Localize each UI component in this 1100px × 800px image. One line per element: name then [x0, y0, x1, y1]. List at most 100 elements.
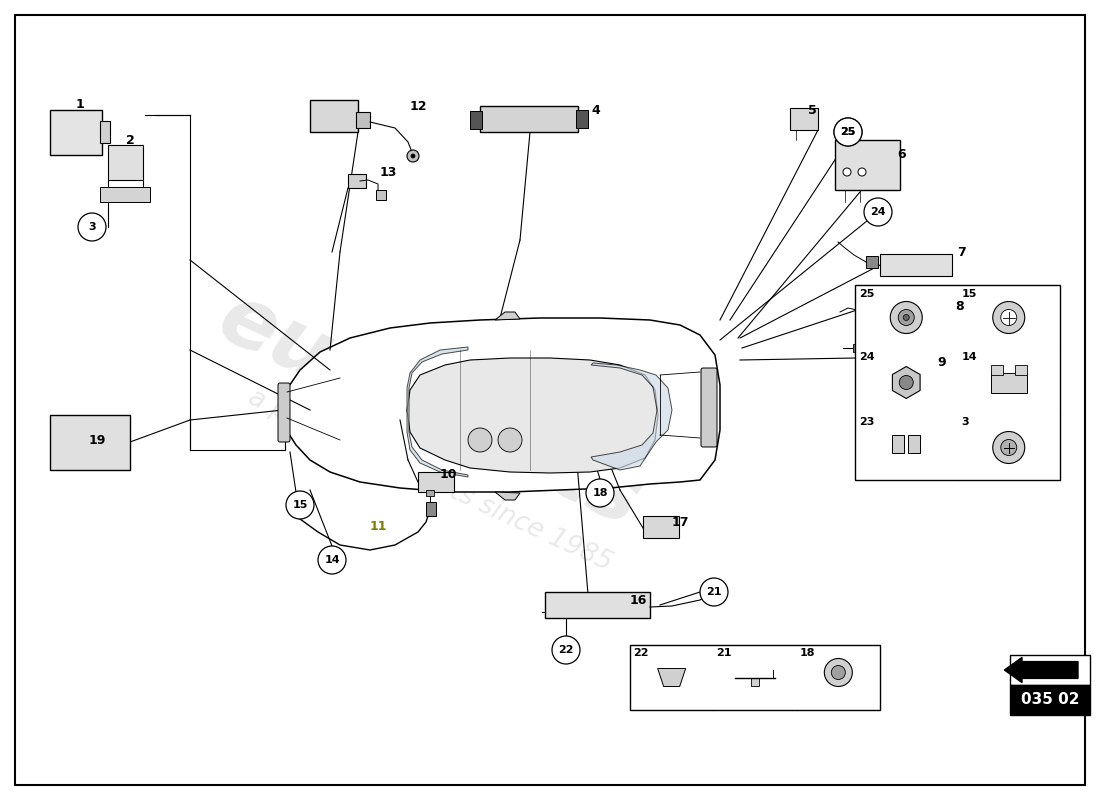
Bar: [835, 140, 900, 190]
Circle shape: [1001, 310, 1016, 326]
Bar: [356, 112, 370, 128]
Text: 13: 13: [379, 166, 397, 179]
Bar: [852, 344, 861, 352]
Text: 2: 2: [125, 134, 134, 146]
Polygon shape: [407, 347, 468, 477]
Text: 9: 9: [937, 357, 946, 370]
Circle shape: [890, 302, 922, 334]
Text: 25: 25: [840, 127, 856, 137]
Circle shape: [992, 431, 1025, 463]
Polygon shape: [495, 312, 520, 320]
Circle shape: [832, 666, 845, 679]
Text: 6: 6: [898, 149, 906, 162]
Bar: [1010, 685, 1090, 715]
Bar: [644, 516, 679, 538]
Text: 25: 25: [840, 127, 856, 137]
Text: 7: 7: [958, 246, 967, 259]
Text: 18: 18: [800, 648, 815, 658]
Circle shape: [552, 636, 580, 664]
Circle shape: [586, 479, 614, 507]
Bar: [880, 254, 952, 276]
Text: 10: 10: [439, 469, 456, 482]
Text: 3: 3: [88, 222, 96, 232]
Circle shape: [468, 428, 492, 452]
Bar: [426, 490, 434, 496]
Text: 14: 14: [961, 352, 977, 362]
Bar: [426, 502, 436, 516]
Circle shape: [407, 150, 419, 162]
Bar: [480, 106, 578, 132]
Bar: [108, 145, 143, 180]
Bar: [857, 304, 865, 316]
Bar: [100, 121, 110, 143]
Bar: [866, 256, 878, 268]
Circle shape: [858, 168, 866, 176]
Text: 24: 24: [870, 207, 886, 217]
Text: 8: 8: [956, 299, 965, 313]
Text: 25: 25: [859, 289, 874, 299]
Circle shape: [900, 375, 913, 390]
Bar: [751, 678, 759, 686]
Bar: [909, 434, 921, 453]
Text: 17: 17: [671, 515, 689, 529]
Polygon shape: [407, 358, 658, 473]
Circle shape: [78, 213, 106, 241]
Bar: [50, 110, 102, 155]
Text: a passion for parts since 1985: a passion for parts since 1985: [244, 384, 616, 576]
Bar: [310, 100, 358, 132]
Circle shape: [700, 578, 728, 606]
Circle shape: [1001, 439, 1016, 455]
Circle shape: [824, 658, 852, 686]
Text: 14: 14: [324, 555, 340, 565]
Circle shape: [992, 302, 1025, 334]
Circle shape: [318, 546, 346, 574]
Bar: [991, 365, 1003, 374]
Circle shape: [834, 118, 862, 146]
Circle shape: [864, 198, 892, 226]
Text: 3: 3: [961, 417, 969, 427]
Circle shape: [899, 310, 914, 326]
Bar: [544, 592, 650, 618]
Bar: [892, 434, 904, 453]
Bar: [576, 110, 588, 128]
Bar: [855, 285, 1060, 480]
Bar: [50, 415, 130, 470]
Text: 5: 5: [807, 103, 816, 117]
Polygon shape: [591, 363, 672, 470]
Text: 15: 15: [293, 500, 308, 510]
Bar: [348, 174, 366, 188]
Bar: [790, 108, 818, 130]
Bar: [1014, 365, 1026, 374]
Text: 24: 24: [859, 352, 874, 362]
Bar: [630, 645, 880, 710]
Text: 21: 21: [716, 648, 732, 658]
Circle shape: [843, 168, 851, 176]
Text: 035 02: 035 02: [1021, 693, 1079, 707]
Bar: [376, 190, 386, 200]
Text: 22: 22: [632, 648, 649, 658]
Text: 23: 23: [859, 417, 874, 427]
Bar: [1010, 655, 1090, 685]
FancyBboxPatch shape: [701, 368, 717, 447]
Text: 1: 1: [76, 98, 85, 111]
Polygon shape: [282, 318, 720, 492]
Text: 11: 11: [370, 519, 387, 533]
Bar: [418, 472, 454, 492]
Text: 12: 12: [409, 101, 427, 114]
Text: 22: 22: [558, 645, 574, 655]
Polygon shape: [658, 669, 685, 686]
Bar: [100, 187, 150, 202]
Circle shape: [903, 314, 910, 321]
FancyBboxPatch shape: [278, 383, 290, 442]
Text: 16: 16: [629, 594, 647, 606]
Bar: [860, 298, 948, 320]
Circle shape: [286, 491, 313, 519]
Polygon shape: [892, 366, 920, 398]
Text: 18: 18: [592, 488, 607, 498]
Circle shape: [834, 118, 862, 146]
Circle shape: [498, 428, 522, 452]
Text: 4: 4: [592, 103, 601, 117]
Bar: [470, 111, 482, 129]
Text: euroParts: euroParts: [206, 277, 654, 543]
Text: 21: 21: [706, 587, 722, 597]
